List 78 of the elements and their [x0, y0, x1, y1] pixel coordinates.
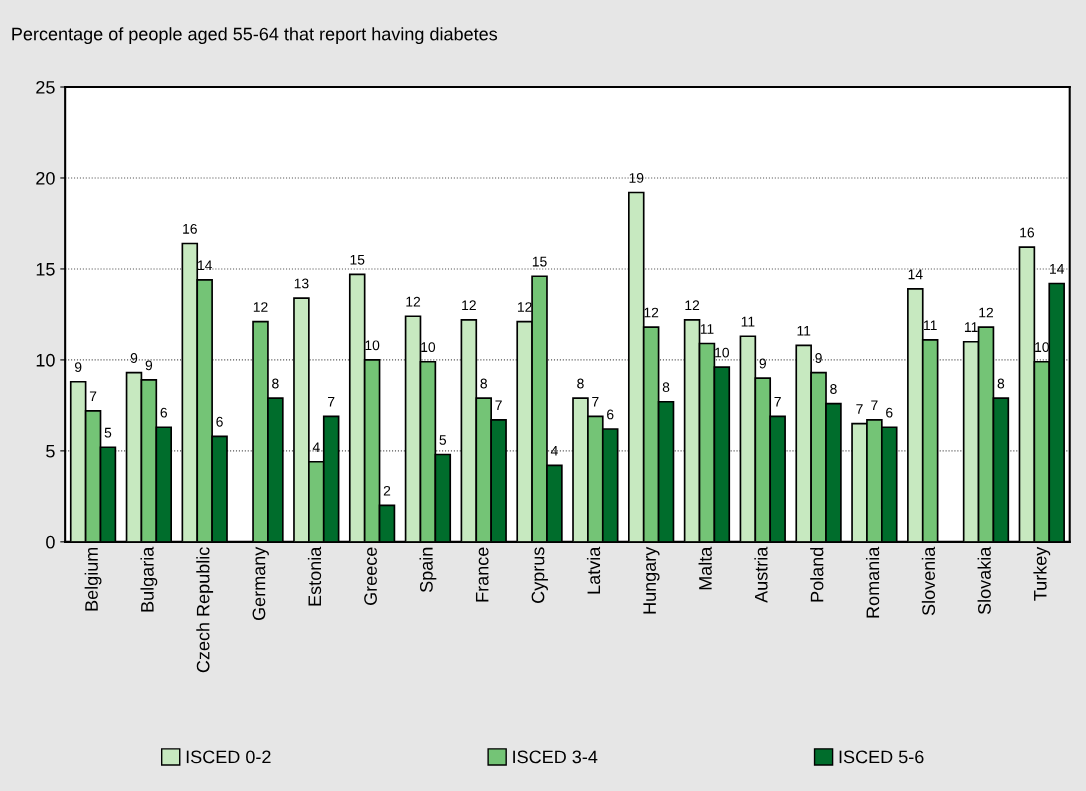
data-label: 14 — [198, 260, 212, 271]
data-label: 9 — [74, 362, 82, 373]
data-label: 9 — [145, 360, 153, 371]
y-tick-label: 5 — [46, 444, 55, 458]
data-label: 13 — [294, 278, 309, 289]
data-label: 6 — [216, 416, 223, 427]
x-tick-label: Austria — [754, 546, 768, 603]
x-tick-label: Estonia — [307, 546, 322, 606]
y-tick-label: 0 — [46, 535, 55, 549]
data-label: 11 — [797, 325, 811, 336]
legend-label: ISCED 5-6 — [839, 750, 924, 764]
data-label: 6 — [607, 409, 614, 420]
x-tick-label: Romania — [865, 546, 880, 618]
data-label: 4 — [312, 442, 320, 452]
data-label: 12 — [979, 307, 994, 318]
data-label: 19 — [629, 173, 644, 183]
x-tick-label: Slovenia — [921, 546, 936, 616]
x-tick-label: Germany — [252, 546, 269, 621]
data-label: 8 — [662, 382, 670, 393]
data-label: 12 — [406, 296, 421, 307]
data-label: 15 — [532, 256, 547, 267]
data-label: 5 — [439, 435, 447, 445]
legend-label: ISCED 3-4 — [513, 750, 598, 764]
data-label: 7 — [856, 404, 863, 414]
y-tick-label: 20 — [36, 171, 55, 185]
data-label: 14 — [1050, 264, 1065, 274]
data-label: 12 — [462, 300, 476, 311]
data-label: 11 — [964, 322, 978, 332]
x-tick-label: Czech Republic — [196, 547, 214, 673]
data-label: 2 — [383, 485, 391, 496]
data-label: 8 — [480, 378, 487, 389]
x-tick-label: Spain — [419, 547, 437, 593]
data-label: 9 — [815, 353, 822, 363]
data-label: 9 — [759, 358, 766, 369]
data-label: 7 — [592, 396, 599, 407]
x-tick-label: Latvia — [586, 546, 601, 594]
data-label: 7 — [495, 400, 502, 411]
data-label: 7 — [871, 400, 878, 411]
data-label: 10 — [421, 342, 436, 353]
x-tick-label: Hungary — [643, 546, 660, 614]
data-label: 8 — [272, 378, 279, 389]
chart-title: Percentage of people aged 55-64 that report having diabetes — [12, 27, 498, 45]
x-tick-label: Cyprus — [531, 547, 548, 603]
data-label: 16 — [1020, 227, 1035, 238]
x-tick-label: Turkey — [1033, 546, 1051, 601]
x-tick-label: Belgium — [84, 547, 102, 611]
data-label: 8 — [997, 378, 1005, 389]
data-label: 11 — [741, 316, 755, 327]
legend-label: ISCED 0-2 — [186, 750, 271, 764]
x-tick-label: Poland — [810, 547, 824, 602]
x-tick-label: Greece — [364, 547, 377, 605]
data-label: 12 — [644, 307, 659, 318]
data-label: 7 — [89, 391, 97, 402]
data-label: 7 — [328, 396, 335, 407]
x-tick-label: Slovakia — [977, 546, 991, 615]
data-label: 11 — [700, 324, 714, 334]
x-tick-label: France — [475, 547, 489, 602]
data-label: 6 — [886, 407, 893, 418]
data-label: 15 — [350, 255, 365, 265]
y-tick-label: 15 — [36, 263, 55, 276]
data-label: 5 — [104, 427, 112, 438]
y-tick-label: 25 — [36, 80, 55, 94]
data-label: 6 — [160, 407, 168, 418]
data-label: 10 — [365, 340, 380, 351]
x-tick-label: Malta — [698, 546, 712, 590]
x-tick-label: Bulgaria — [140, 546, 158, 612]
data-label: 16 — [183, 223, 197, 234]
data-label: 14 — [908, 269, 923, 280]
data-label: 8 — [577, 378, 584, 389]
data-label: 8 — [830, 384, 837, 394]
data-label: 11 — [924, 320, 937, 331]
data-label: 9 — [130, 353, 138, 363]
y-tick-label: 10 — [36, 353, 55, 367]
data-label: 10 — [715, 347, 730, 358]
data-label: 12 — [253, 302, 268, 312]
data-label: 12 — [685, 300, 700, 311]
data-label: 7 — [774, 396, 781, 407]
data-label: 4 — [550, 446, 558, 456]
